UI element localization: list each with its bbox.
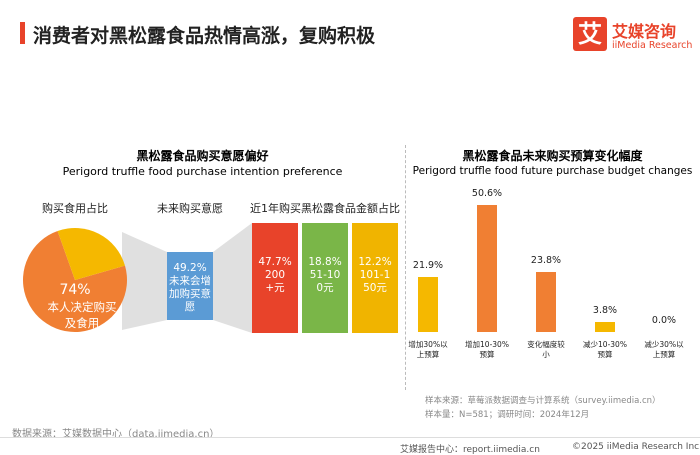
intent-category: 未来会增加购买意愿 [169, 275, 211, 313]
bar [595, 322, 615, 332]
bar [536, 272, 556, 332]
spend-value-label: 12.2% [358, 256, 392, 268]
spend-category: 51-100元 [309, 269, 341, 294]
logo-icon: 艾 [573, 17, 607, 51]
intent-box [167, 252, 213, 320]
x-tick-label: 增加10-30%预算 [465, 340, 509, 359]
sample-source: 样本来源：草莓派数据调查与计算系统（survey.iimedia.cn） [425, 396, 661, 406]
spend-value-label: 47.7% [258, 256, 292, 268]
spend-title: 近1年购买黑松露食品金额占比 [250, 202, 400, 215]
spend-box [302, 223, 348, 333]
copyright: ©2025 iiMedia Research Inc [572, 442, 700, 452]
bar-value-label: 0.0% [651, 315, 677, 326]
title-accent [20, 22, 25, 44]
x-tick-label: 增加30%以上预算 [408, 340, 448, 359]
report-link: 艾媒报告中心：report.iimedia.cn [400, 445, 540, 455]
left-title: 黑松露食品购买意愿偏好 [136, 149, 269, 163]
bar-value-label: 3.8% [592, 305, 618, 317]
divider [405, 145, 406, 390]
pie-category-label: 本人决定购买及食用 [47, 300, 117, 330]
source: 数据来源：艾媒数据中心（data.iimedia.cn） [12, 429, 220, 440]
bar [477, 205, 497, 332]
pie-title: 购买食用占比 [42, 202, 108, 215]
bar [418, 277, 438, 332]
x-tick-label: 变化幅度较小 [527, 340, 565, 359]
right-subtitle: Perigord truffle food future purchase bu… [412, 165, 693, 177]
bar-value-label: 23.8% [530, 255, 562, 267]
spend-box [252, 223, 298, 333]
logo-cn: 艾媒咨询 [612, 22, 677, 41]
bar-value-label: 50.6% [471, 188, 503, 199]
spend-category: 101-150元 [359, 269, 391, 294]
connector [122, 232, 167, 330]
spend-value-label: 18.8% [308, 256, 342, 268]
pie-value-label: 74% [59, 282, 91, 298]
sample-info: 样本量：N=581；调研时间：2024年12月 [425, 410, 590, 420]
page-title: 消费者对黑松露食品热情高涨，复购积极 [33, 25, 376, 47]
pie-slice [57, 228, 125, 280]
connector [213, 223, 252, 333]
right-title: 黑松露食品未来购买预算变化幅度 [462, 149, 643, 163]
intent-title: 未来购买意愿 [157, 202, 223, 215]
spend-box [352, 223, 398, 333]
spend-category: 200+元 [264, 269, 286, 294]
intent-value-label: 49.2% [173, 262, 207, 274]
x-tick-label: 减少30%以上预算 [644, 340, 684, 359]
bar-value-label: 21.9% [412, 260, 444, 272]
left-subtitle: Perigord truffle food purchase intention… [62, 165, 343, 178]
logo-en: iiMedia Research [612, 40, 693, 51]
footer-rule [0, 437, 700, 438]
pie-slice [22, 231, 127, 333]
x-tick-label: 减少10-30%预算 [583, 340, 627, 359]
